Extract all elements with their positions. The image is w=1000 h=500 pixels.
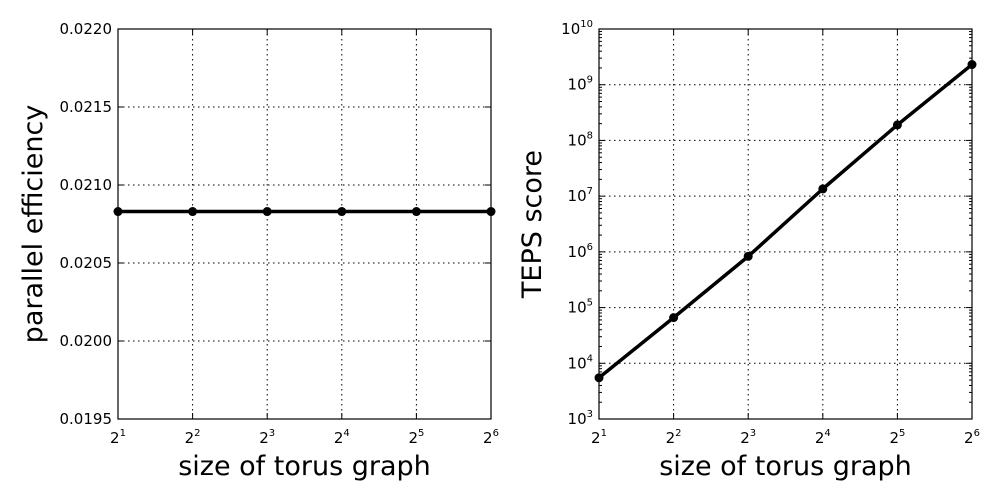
tick-exponent: 5: [899, 428, 905, 439]
tick-base: 2: [110, 429, 120, 447]
y-tick-label: 108: [568, 130, 593, 149]
data-point: [337, 207, 347, 217]
tick-base: 2: [740, 429, 750, 447]
data-point: [743, 251, 753, 261]
series-line: [597, 63, 974, 380]
data-point: [188, 207, 198, 217]
tick-exponent: 2: [675, 428, 681, 439]
tick-exponent: 6: [974, 428, 980, 439]
data-point: [669, 313, 679, 323]
tick-exponent: 7: [587, 186, 593, 197]
tick-base: 10: [568, 187, 587, 205]
tick-base: 10: [568, 131, 587, 149]
x-axis-title: size of torus graph: [659, 451, 912, 482]
y-tick-label: 104: [568, 353, 593, 372]
y-tick-label: 0.0200: [60, 332, 113, 350]
tick-base: 2: [889, 429, 899, 447]
tick-exponent: 1: [120, 428, 126, 439]
y-tick-label: 0.0210: [60, 176, 113, 194]
y-axis-title: TEPS score: [517, 150, 548, 299]
x-tick-label: 25: [408, 428, 424, 447]
x-tick-label: 24: [815, 428, 831, 447]
tick-exponent: 3: [269, 428, 275, 439]
tick-base: 2: [964, 429, 974, 447]
data-point: [411, 207, 421, 217]
tick-exponent: 4: [587, 353, 593, 364]
tick-exponent: 9: [587, 75, 593, 86]
y-tick-label: 0.0220: [60, 20, 113, 38]
tick-exponent: 2: [194, 428, 200, 439]
x-tick-label: 21: [591, 428, 607, 447]
tick-base: 10: [568, 243, 587, 261]
y-tick-label: 105: [568, 298, 593, 317]
y-tick-label: 109: [568, 75, 593, 94]
tick-base: 2: [483, 429, 493, 447]
data-point: [262, 207, 272, 217]
tick-exponent: 6: [493, 428, 499, 439]
parallel-efficiency-chart: 21 22 23 24 25 260.01950.02000.02050.02100.02…: [18, 20, 499, 482]
tick-exponent: 5: [418, 428, 424, 439]
tick-exponent: 3: [750, 428, 756, 439]
tick-base: 10: [568, 299, 587, 317]
tick-exponent: 1: [601, 428, 607, 439]
teps-score-chart: 21 22 23 24 25 261031041051061071081091010siz…: [517, 19, 980, 482]
y-tick-label: 0.0215: [60, 98, 113, 116]
tick-base: 2: [259, 429, 269, 447]
tick-base: 2: [334, 429, 344, 447]
x-tick-label: 26: [483, 428, 499, 447]
x-tick-label: 25: [889, 428, 905, 447]
tick-exponent: 8: [587, 130, 593, 141]
y-axis-title: parallel efficiency: [18, 105, 49, 344]
tick-exponent: 4: [824, 428, 830, 439]
x-tick-label: 22: [185, 428, 201, 447]
data-point: [892, 120, 902, 130]
y-tick-label: 107: [568, 186, 593, 205]
x-tick-label: 26: [964, 428, 980, 447]
tick-base: 2: [591, 429, 601, 447]
tick-exponent: 3: [587, 409, 593, 420]
x-tick-label: 21: [110, 428, 126, 447]
tick-base: 2: [185, 429, 195, 447]
tick-base: 10: [568, 76, 587, 94]
plot-frame: [117, 28, 492, 420]
x-tick-label: 23: [259, 428, 275, 447]
tick-base: 10: [568, 354, 587, 372]
y-tick-label: 0.0205: [60, 254, 113, 272]
tick-base: 2: [815, 429, 825, 447]
tick-base: 10: [568, 410, 587, 428]
y-tick-label: 106: [568, 242, 593, 261]
y-tick-label: 103: [568, 409, 593, 428]
x-tick-label: 23: [740, 428, 756, 447]
y-tick-label: 0.0195: [60, 410, 113, 428]
tick-base: 2: [408, 429, 418, 447]
x-axis-title: size of torus graph: [178, 451, 431, 482]
x-tick-label: 22: [666, 428, 682, 447]
tick-exponent: 10: [580, 19, 593, 30]
y-tick-label: 1010: [561, 19, 593, 38]
tick-base: 2: [666, 429, 676, 447]
tick-exponent: 6: [587, 242, 593, 253]
plot-frame: [598, 28, 973, 420]
tick-exponent: 4: [343, 428, 349, 439]
tick-base: 10: [561, 20, 580, 38]
data-point: [818, 184, 828, 194]
tick-exponent: 5: [587, 298, 593, 309]
x-tick-label: 24: [334, 428, 350, 447]
